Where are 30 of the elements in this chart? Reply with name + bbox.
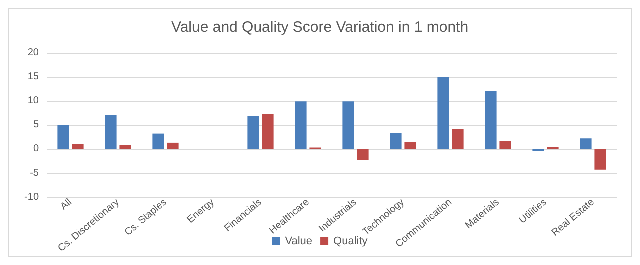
bar <box>594 149 606 170</box>
bar <box>580 138 592 150</box>
bar <box>452 129 464 150</box>
bar <box>485 91 497 150</box>
bar <box>295 102 307 150</box>
bar <box>58 125 70 150</box>
legend-label: Value <box>285 236 313 248</box>
bar <box>72 144 84 150</box>
bar <box>105 116 117 150</box>
bar <box>438 77 450 150</box>
bar <box>120 145 132 150</box>
legend-label: Quality <box>334 236 368 248</box>
bar <box>500 141 512 150</box>
y-tick-label: -10 <box>24 192 40 203</box>
chart-title: Value and Quality Score Variation in 1 month <box>171 19 469 36</box>
bar <box>167 142 179 150</box>
y-tick-label: 20 <box>28 48 40 58</box>
y-tick-label: 5 <box>33 120 40 131</box>
bar <box>248 116 260 150</box>
y-tick-label: 15 <box>28 72 40 83</box>
bar <box>342 102 354 150</box>
y-tick-label: -5 <box>30 168 40 179</box>
bar <box>152 134 164 150</box>
y-tick-label: 0 <box>33 144 40 155</box>
bar <box>404 142 416 150</box>
y-tick-label: 10 <box>28 96 40 107</box>
x-tick-label: All <box>58 197 74 213</box>
bar <box>357 149 369 160</box>
bar <box>262 114 274 150</box>
bar <box>390 133 402 150</box>
